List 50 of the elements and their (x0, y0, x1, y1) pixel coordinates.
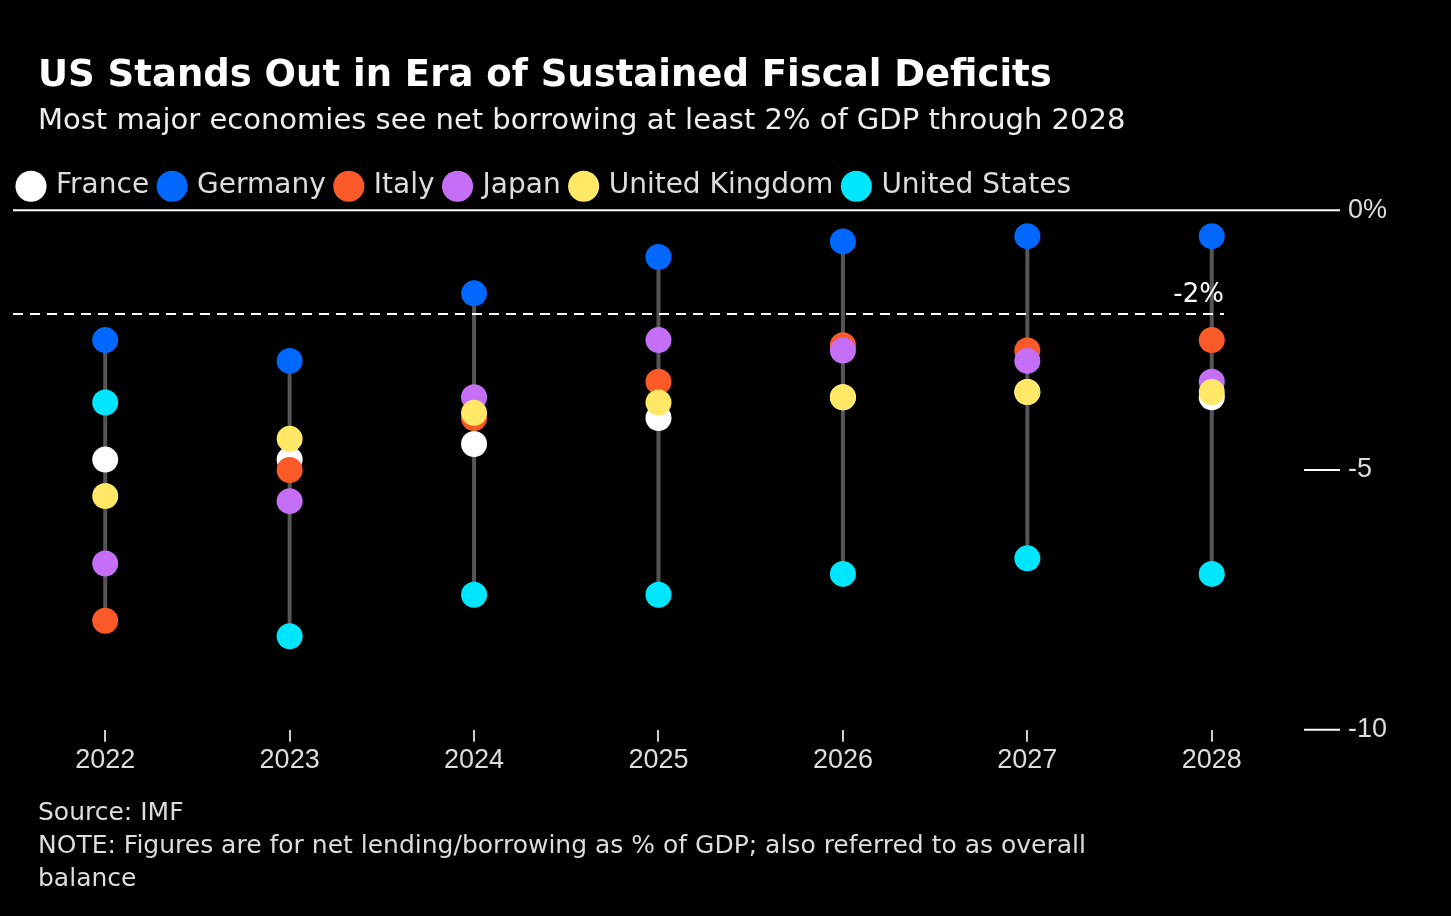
y-tick-label: -5 (1347, 453, 1372, 484)
point (1198, 327, 1225, 354)
x-tick-label: 2022 (75, 744, 136, 775)
x-tick-label: 2024 (444, 744, 505, 775)
point (92, 389, 119, 416)
chart-title: US Stands Out in Era of Sustained Fiscal Deficits (38, 52, 1052, 95)
source-note: Source: IMF (38, 796, 185, 828)
point (1014, 223, 1041, 250)
point (1014, 347, 1041, 374)
point (829, 228, 856, 255)
point (645, 243, 672, 270)
point (1198, 223, 1225, 250)
point (1198, 379, 1225, 406)
legend-label: United States (881, 167, 1071, 201)
legend-label: France (56, 167, 150, 201)
x-tick-label: 2026 (812, 744, 873, 775)
legend-label: Germany (197, 167, 326, 201)
y-tick-label: -10 (1347, 713, 1388, 744)
point (645, 327, 672, 354)
point (276, 347, 303, 374)
point (276, 457, 303, 483)
x-tick-label: 2025 (628, 744, 689, 775)
x-tick-label: 2027 (997, 744, 1058, 775)
point (461, 581, 488, 608)
point (92, 550, 119, 577)
chart-subtitle: Most major economies see net borrowing at least 2% of GDP through 2028 (38, 102, 1126, 136)
point (92, 327, 119, 354)
point (461, 431, 488, 458)
x-tick-label: 2028 (1181, 744, 1242, 775)
point (645, 389, 672, 416)
point (645, 581, 672, 608)
point (1014, 545, 1041, 572)
point (92, 446, 119, 473)
y-tick-label: 0% (1347, 193, 1388, 224)
point (92, 607, 119, 634)
point (92, 482, 119, 509)
x-tick-label: 2023 (259, 744, 320, 775)
point (276, 425, 303, 452)
text: NOTE: Figures are for net lending/borrowing as % of GDP; also referred to as overall balance (38, 829, 1087, 894)
point (276, 488, 303, 515)
legend-label: Japan (480, 167, 561, 201)
legend-label: United Kingdom (608, 167, 834, 201)
point (461, 399, 488, 426)
point (461, 280, 488, 307)
point (829, 337, 856, 364)
point (829, 560, 856, 587)
point (1198, 560, 1225, 587)
ref-line-label: -2% (1173, 277, 1224, 308)
legend-label: Italy (373, 167, 435, 201)
point (276, 623, 303, 650)
